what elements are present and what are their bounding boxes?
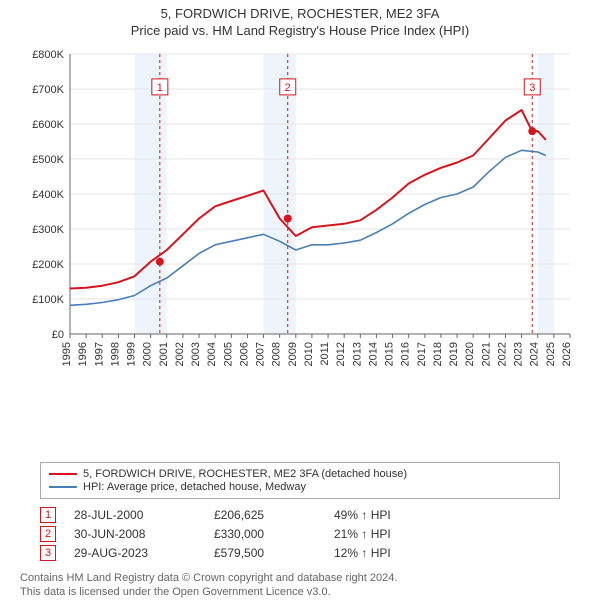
- title-line-2: Price paid vs. HM Land Registry's House …: [0, 23, 600, 38]
- legend-swatch-property: [49, 473, 77, 475]
- arrow-up-icon: ↑: [361, 546, 367, 560]
- svg-text:1: 1: [157, 82, 163, 94]
- chart-area: £0 £100K £200K £300K £400K £500K £600K £700K £80…: [20, 44, 580, 394]
- legend-label-property: 5, FORDWICH DRIVE, ROCHESTER, ME2 3FA (d…: [83, 468, 407, 480]
- sale-diff: 49% ↑ HPI: [334, 508, 391, 522]
- table-row: 1 28-JUL-2000 £206,625 49% ↑ HPI: [40, 507, 560, 523]
- svg-text:£300K: £300K: [32, 224, 64, 236]
- svg-text:2007: 2007: [255, 342, 267, 366]
- footnote-line-2: This data is licensed under the Open Gov…: [20, 585, 580, 599]
- svg-text:£0: £0: [52, 329, 64, 341]
- legend: 5, FORDWICH DRIVE, ROCHESTER, ME2 3FA (d…: [40, 462, 560, 499]
- chart-title-block: 5, FORDWICH DRIVE, ROCHESTER, ME2 3FA Pr…: [0, 0, 600, 38]
- sale-price: £330,000: [214, 527, 334, 541]
- svg-text:2018: 2018: [432, 342, 444, 366]
- svg-text:2003: 2003: [190, 342, 202, 366]
- svg-text:2005: 2005: [222, 342, 234, 366]
- svg-text:£400K: £400K: [32, 189, 64, 201]
- svg-text:2009: 2009: [287, 342, 299, 366]
- legend-item-property: 5, FORDWICH DRIVE, ROCHESTER, ME2 3FA (d…: [49, 468, 551, 480]
- svg-text:2025: 2025: [545, 342, 557, 366]
- svg-text:1996: 1996: [77, 342, 89, 366]
- svg-text:2023: 2023: [513, 342, 525, 366]
- sale-date: 29-AUG-2023: [74, 546, 214, 560]
- svg-text:2022: 2022: [496, 342, 508, 366]
- sale-index-box: 2: [40, 526, 56, 542]
- sale-diff: 12% ↑ HPI: [334, 546, 391, 560]
- svg-text:2017: 2017: [416, 342, 428, 366]
- sale-index-box: 3: [40, 545, 56, 561]
- svg-text:£100K: £100K: [32, 294, 64, 306]
- legend-item-hpi: HPI: Average price, detached house, Medw…: [49, 481, 551, 493]
- svg-text:2021: 2021: [480, 342, 492, 366]
- svg-text:2008: 2008: [271, 342, 283, 366]
- arrow-up-icon: ↑: [361, 527, 367, 541]
- svg-text:2014: 2014: [367, 342, 379, 366]
- svg-text:2001: 2001: [158, 342, 170, 366]
- svg-text:2006: 2006: [238, 342, 250, 366]
- sale-price: £579,500: [214, 546, 334, 560]
- svg-text:1995: 1995: [61, 342, 73, 366]
- svg-text:1999: 1999: [126, 342, 138, 366]
- table-row: 2 30-JUN-2008 £330,000 21% ↑ HPI: [40, 526, 560, 542]
- sale-index-box: 1: [40, 507, 56, 523]
- title-line-1: 5, FORDWICH DRIVE, ROCHESTER, ME2 3FA: [0, 6, 600, 21]
- sale-diff: 21% ↑ HPI: [334, 527, 391, 541]
- sale-price: £206,625: [214, 508, 334, 522]
- svg-text:£700K: £700K: [32, 84, 64, 96]
- legend-label-hpi: HPI: Average price, detached house, Medw…: [83, 481, 306, 493]
- svg-text:2000: 2000: [142, 342, 154, 366]
- svg-text:£800K: £800K: [32, 49, 64, 61]
- svg-text:2020: 2020: [464, 342, 476, 366]
- svg-text:£600K: £600K: [32, 119, 64, 131]
- svg-text:3: 3: [529, 82, 535, 94]
- sale-date: 30-JUN-2008: [74, 527, 214, 541]
- svg-text:2019: 2019: [448, 342, 460, 366]
- sale-date: 28-JUL-2000: [74, 508, 214, 522]
- svg-text:2011: 2011: [319, 342, 331, 366]
- arrow-up-icon: ↑: [361, 508, 367, 522]
- svg-text:2016: 2016: [400, 342, 412, 366]
- svg-text:2026: 2026: [561, 342, 573, 366]
- svg-text:2002: 2002: [174, 342, 186, 366]
- svg-text:2004: 2004: [206, 342, 218, 366]
- svg-text:£200K: £200K: [32, 259, 64, 271]
- svg-text:1998: 1998: [109, 342, 121, 366]
- footnote: Contains HM Land Registry data © Crown c…: [20, 571, 580, 600]
- svg-text:2024: 2024: [529, 342, 541, 366]
- line-chart: £0 £100K £200K £300K £400K £500K £600K £700K £80…: [20, 44, 580, 394]
- svg-text:2015: 2015: [384, 342, 396, 366]
- svg-text:2010: 2010: [303, 342, 315, 366]
- table-row: 3 29-AUG-2023 £579,500 12% ↑ HPI: [40, 545, 560, 561]
- sales-table: 1 28-JUL-2000 £206,625 49% ↑ HPI 2 30-JU…: [40, 507, 560, 561]
- svg-text:2013: 2013: [351, 342, 363, 366]
- svg-text:1997: 1997: [93, 342, 105, 366]
- svg-text:£500K: £500K: [32, 154, 64, 166]
- svg-text:2: 2: [285, 82, 291, 94]
- footnote-line-1: Contains HM Land Registry data © Crown c…: [20, 571, 580, 585]
- legend-swatch-hpi: [49, 486, 77, 488]
- svg-text:2012: 2012: [335, 342, 347, 366]
